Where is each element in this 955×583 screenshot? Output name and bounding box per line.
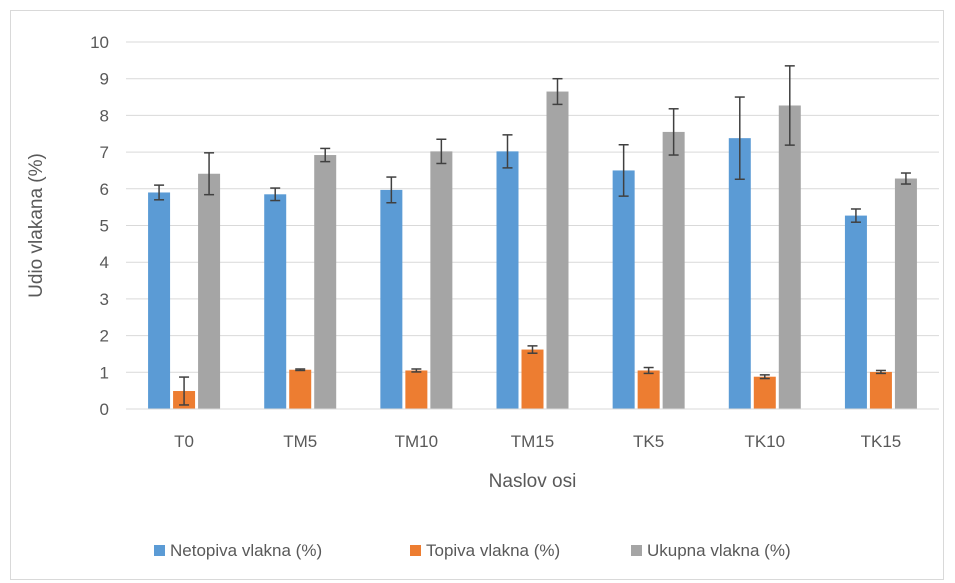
bar	[289, 369, 312, 409]
y-tick-label: 8	[100, 106, 109, 125]
bar	[380, 189, 403, 409]
bar	[778, 105, 801, 409]
x-tick-label: TM15	[511, 432, 554, 451]
legend-label: Netopiva vlakna (%)	[170, 541, 322, 560]
y-tick-label: 9	[100, 70, 109, 89]
y-axis-title: Udio vlakana (%)	[26, 153, 47, 298]
legend-label: Topiva vlakna (%)	[426, 541, 560, 560]
gridlines	[126, 41, 939, 373]
bars	[148, 91, 917, 410]
bar	[612, 170, 635, 409]
x-tick-label: T0	[174, 432, 194, 451]
y-tick-label: 4	[100, 253, 109, 272]
y-tick-label: 1	[100, 363, 109, 382]
bar	[753, 376, 776, 409]
y-axis-ticks: 0 1 2 3 4 5 6 7 8 9 10	[90, 33, 109, 419]
legend-label: Ukupna vlakna (%)	[647, 541, 791, 560]
y-tick-label: 5	[100, 217, 109, 236]
bar	[869, 371, 892, 409]
bar-chart: 0 1 2 3 4 5 6 7 8 9 10 T0 TM5 TM10 TM15 TK5 TK10 TK15 Ud…	[26, 33, 939, 560]
legend-swatch	[410, 545, 421, 556]
x-tick-label: TK15	[861, 432, 902, 451]
x-tick-label: TM10	[395, 432, 438, 451]
bar	[148, 192, 171, 409]
x-axis-ticks: T0 TM5 TM10 TM15 TK5 TK10 TK15	[174, 432, 901, 451]
bar	[198, 173, 221, 409]
y-tick-label: 2	[100, 327, 109, 346]
bar	[496, 151, 519, 409]
bar	[637, 370, 660, 409]
chart-frame: 0 1 2 3 4 5 6 7 8 9 10 T0 TM5 TM10 TM15 TK5 TK10 TK15 Ud…	[10, 10, 944, 580]
bar	[430, 151, 453, 409]
y-tick-label: 10	[90, 33, 109, 52]
legend-swatch	[631, 545, 642, 556]
y-tick-label: 0	[100, 400, 109, 419]
bar	[894, 178, 917, 409]
legend-swatch	[154, 545, 165, 556]
bar	[546, 91, 569, 410]
x-tick-label: TK5	[633, 432, 664, 451]
bar	[728, 138, 751, 409]
bar	[662, 131, 685, 409]
bar	[844, 215, 867, 409]
x-tick-label: TM5	[283, 432, 317, 451]
bar	[405, 370, 428, 409]
legend: Netopiva vlakna (%) Topiva vlakna (%) Ukup…	[154, 541, 791, 560]
bar	[314, 155, 337, 409]
x-tick-label: TK10	[744, 432, 785, 451]
y-tick-label: 3	[100, 290, 109, 309]
bar	[521, 349, 544, 409]
y-tick-label: 6	[100, 180, 109, 199]
error-bars	[154, 65, 911, 406]
y-tick-label: 7	[100, 143, 109, 162]
bar	[264, 194, 287, 409]
x-axis-title: Naslov osi	[489, 471, 577, 492]
